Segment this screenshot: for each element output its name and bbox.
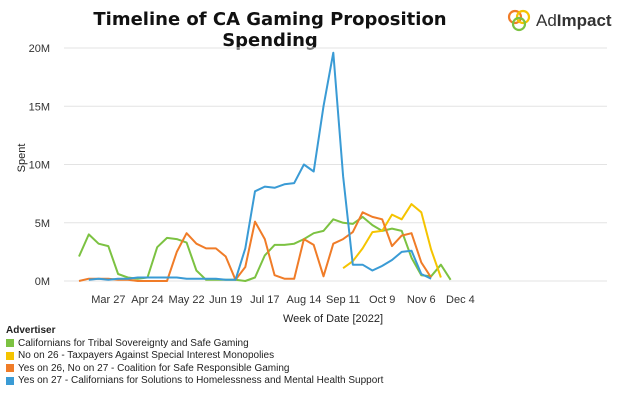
y-tick-label: 10M (29, 160, 50, 172)
x-axis-title: Week of Date [2022] (283, 313, 383, 325)
y-axis-ticks: 0M 5M 10M 15M 20M (29, 43, 50, 288)
series-line-0 (78, 215, 452, 282)
chart-title: Timeline of CA Gaming Proposition Spendi… (93, 9, 447, 51)
legend-item: Yes on 27 - Californians for Solutions t… (6, 375, 383, 388)
legend-swatch (6, 364, 14, 373)
x-tick-label: May 22 (169, 294, 205, 306)
legend-item: No on 26 - Taxpayers Against Special Int… (6, 350, 383, 363)
brand-name: AdImpact (536, 11, 612, 30)
x-tick-label: Aug 14 (287, 294, 322, 306)
gridlines (64, 47, 607, 282)
legend-label: Yes on 26, No on 27 - Coalition for Safe… (18, 362, 290, 374)
legend-item: Yes on 26, No on 27 - Coalition for Safe… (6, 362, 383, 375)
series-line-2 (78, 211, 432, 282)
legend-swatch (6, 339, 14, 348)
series-lines (78, 51, 452, 282)
x-tick-label: Jul 17 (250, 294, 279, 306)
adimpact-logo-icon (507, 9, 531, 32)
adimpact-logo: AdImpact (506, 8, 612, 34)
legend: Advertiser Californians for Tribal Sover… (6, 325, 383, 387)
legend-item: Californians for Tribal Sovereignty and … (6, 337, 383, 350)
y-tick-label: 20M (29, 43, 50, 55)
x-tick-label: Oct 9 (369, 294, 395, 306)
x-tick-label: Nov 6 (407, 294, 436, 306)
x-tick-label: Mar 27 (91, 294, 125, 306)
legend-label: No on 26 - Taxpayers Against Special Int… (18, 350, 275, 362)
legend-label: Yes on 27 - Californians for Solutions t… (18, 375, 384, 387)
x-tick-label: Dec 4 (446, 294, 475, 306)
legend-swatch (6, 351, 14, 360)
legend-swatch (6, 376, 14, 385)
series-line-1 (342, 203, 442, 278)
x-tick-label: Sep 11 (326, 294, 360, 306)
x-axis-ticks: Mar 27 Apr 24 May 22 Jun 19 Jul 17 Aug 14 Sep … (91, 294, 475, 306)
x-tick-label: Jun 19 (209, 294, 242, 306)
legend-title: Advertiser (6, 325, 56, 336)
y-tick-label: 15M (29, 101, 50, 113)
y-tick-label: 0M (35, 276, 50, 288)
x-tick-label: Apr 24 (131, 294, 163, 306)
legend-label: Californians for Tribal Sovereignty and … (18, 337, 249, 349)
y-tick-label: 5M (35, 218, 50, 230)
series-line-3 (88, 51, 432, 281)
